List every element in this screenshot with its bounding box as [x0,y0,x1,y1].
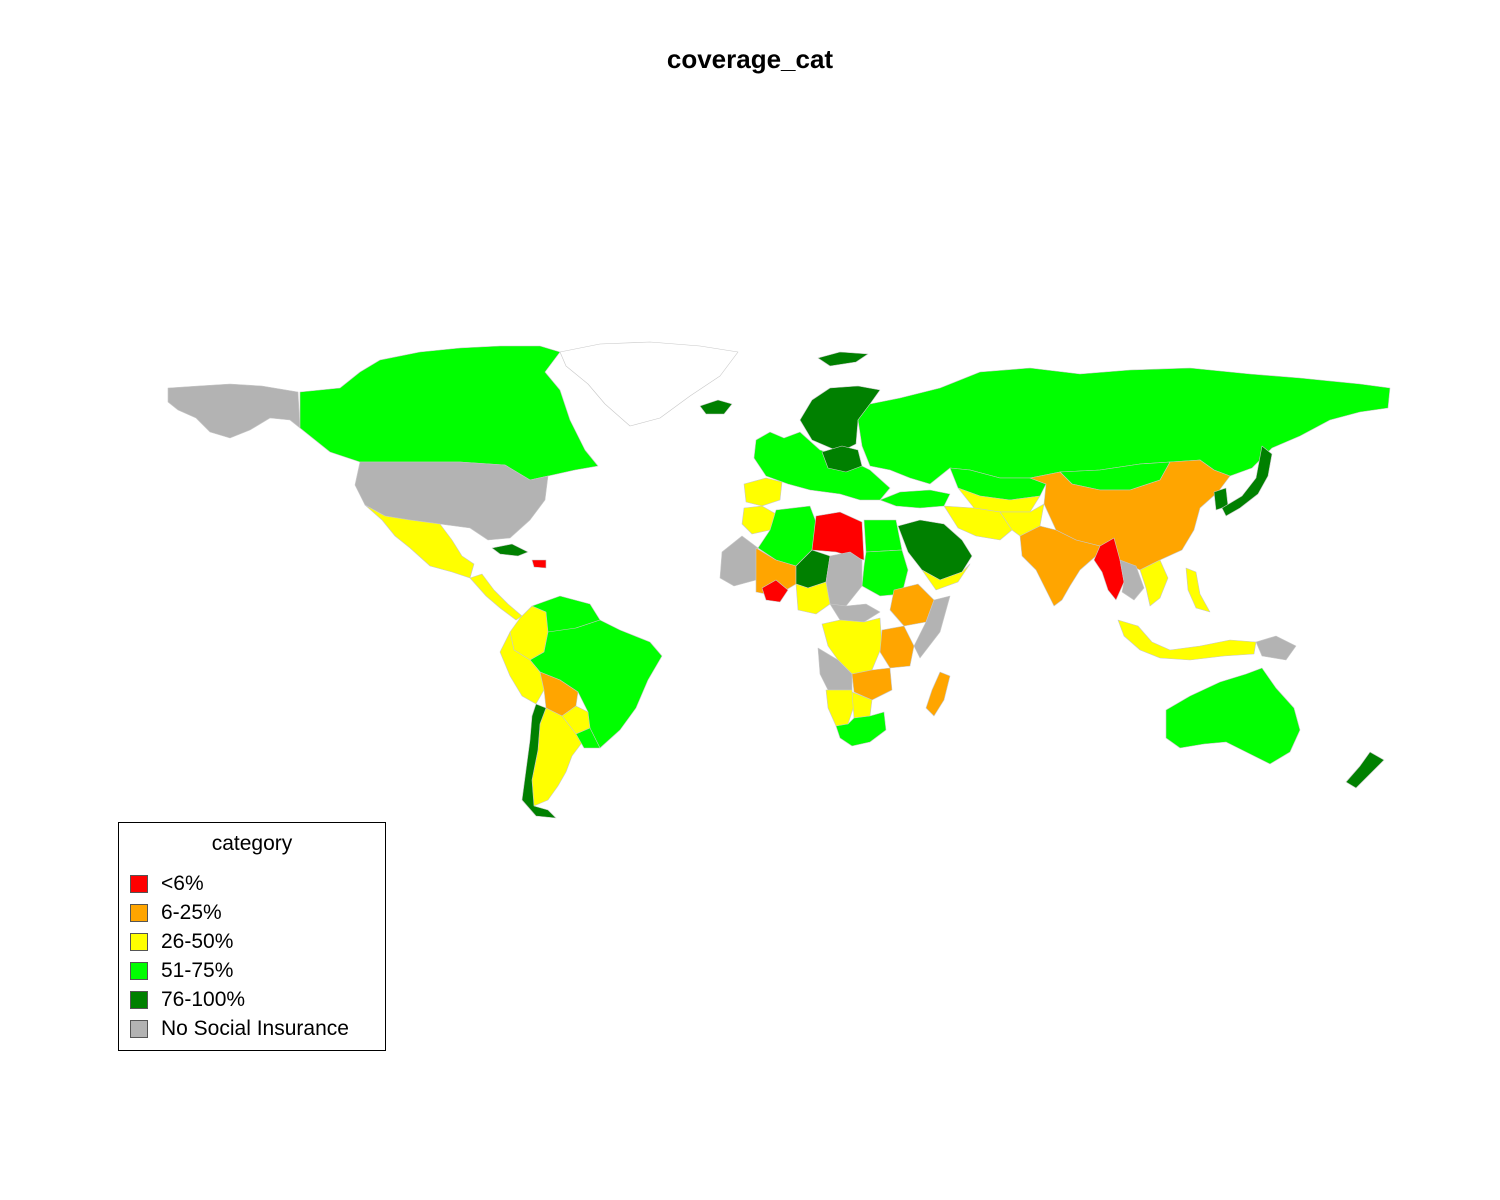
legend-label: 76-100% [161,987,246,1011]
region-tanzania [879,625,915,669]
region-cuba [491,543,529,557]
region-iceland [699,399,733,415]
region-saudi-arabia [897,519,973,581]
legend-item: <6% [130,869,349,898]
region-nigeria [795,581,831,615]
region-central-america [469,573,523,621]
region-united-states [354,461,549,541]
legend-label: 51-75% [161,958,234,982]
legend-title: category [211,832,293,855]
region-iberia [743,477,783,507]
region-svalbard [817,351,869,367]
region-chad [825,551,863,607]
region-russia [857,367,1391,485]
legend-item: 51-75% [130,956,349,985]
region-indonesia [1117,619,1257,661]
legend-items: <6% 6-25% 26-50% 51-75% 76-100% No Socia… [130,869,349,1043]
legend-label: 26-50% [161,929,234,953]
region-papua-new-guinea [1255,635,1297,661]
legend-swatch [130,961,148,980]
region-chile [521,703,557,819]
region-madagascar [925,671,951,717]
region-yemen [921,563,971,591]
region-haiti [531,559,547,569]
region-greenland [559,341,739,427]
legend-swatch [130,990,148,1009]
legend-swatch [130,932,148,951]
region-burkina-faso [761,579,789,603]
region-mauritania [719,535,759,587]
region-uruguay [575,727,601,749]
region-vietnam [1139,559,1169,607]
map-title: coverage_cat [666,44,834,74]
legend-item: 6-25% [130,898,349,927]
region-alaska [167,383,301,439]
legend-label: <6% [161,871,204,895]
legend-item: 76-100% [130,985,349,1014]
region-sudan [861,549,909,597]
region-dr-congo [821,617,883,675]
region-india [1019,525,1101,607]
region-myanmar [1093,537,1125,601]
legend-swatch [130,1019,148,1038]
region-mexico [364,504,475,579]
region-central-african-republic [829,603,881,623]
region-peru [499,631,545,705]
region-japan [1221,445,1273,517]
legend-label: 6-25% [161,900,222,924]
legend-label: No Social Insurance [161,1016,349,1040]
legend-swatch [130,874,148,893]
map-legend: category <6% 6-25% 26-50% 51-75% 76-100%… [118,822,386,1051]
region-new-zealand [1345,751,1385,789]
region-egypt [863,519,903,553]
legend-item: No Social Insurance [130,1014,349,1043]
region-namibia [825,689,855,727]
region-western-europe [753,431,891,501]
region-turkey [879,489,951,509]
region-canada [299,345,599,481]
legend-swatch [130,903,148,922]
region-iran [943,505,1013,541]
region-thailand [1119,559,1145,601]
region-south-africa [835,711,887,747]
region-zambia [851,667,893,701]
region-australia [1165,667,1301,765]
region-philippines [1185,567,1211,613]
region-central-europe [821,445,863,473]
legend-item: 26-50% [130,927,349,956]
